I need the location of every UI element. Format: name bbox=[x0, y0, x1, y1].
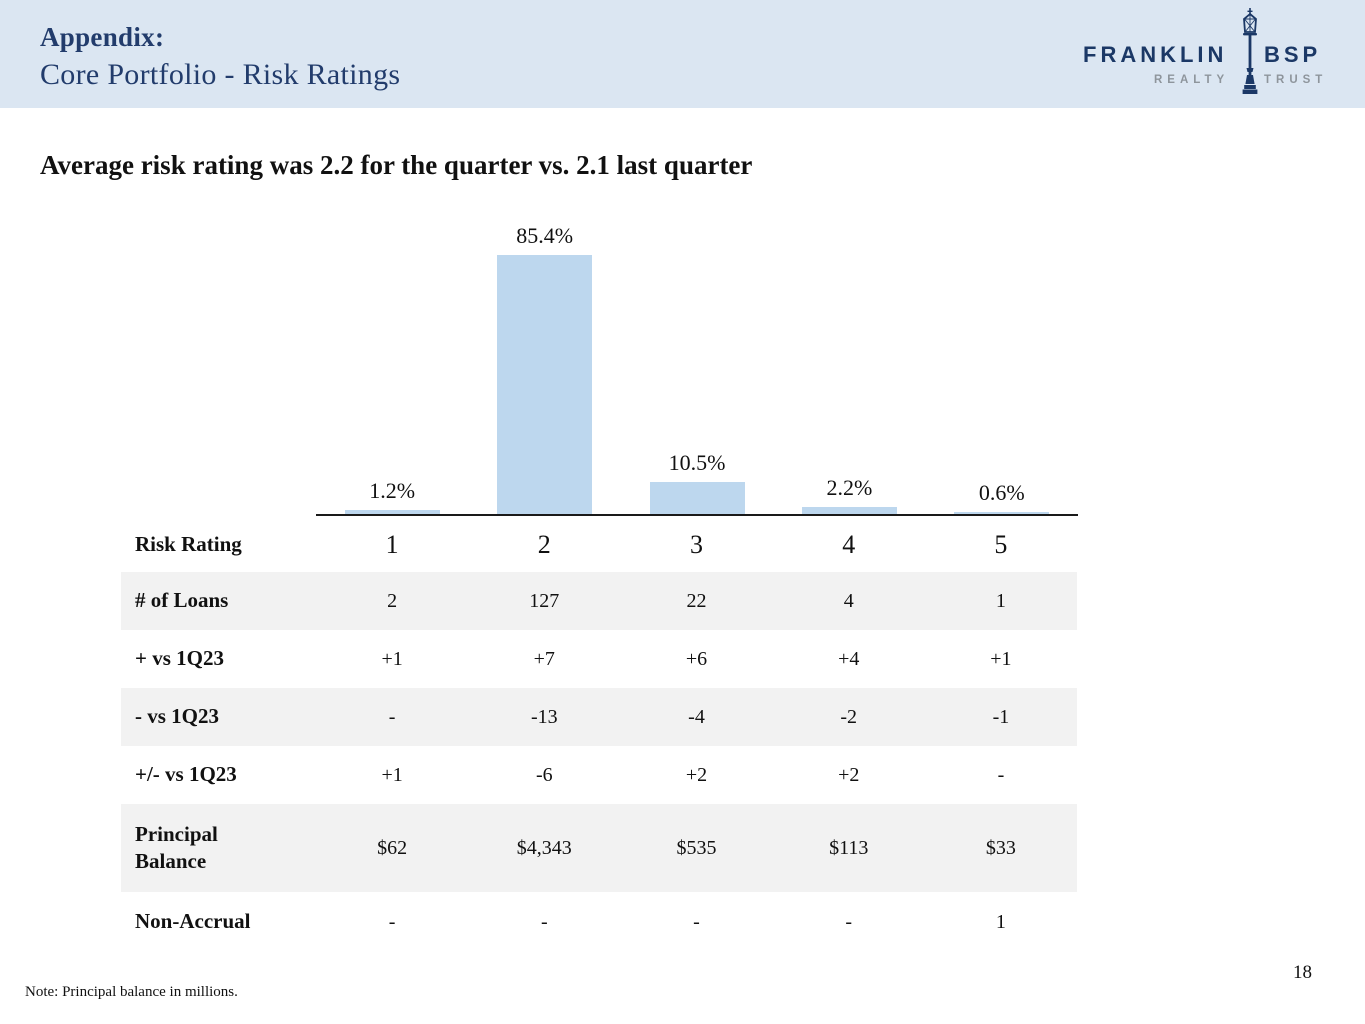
chart-column-risk-1: 1.2% bbox=[316, 220, 468, 514]
header-band: Appendix: Core Portfolio - Risk Ratings … bbox=[0, 0, 1365, 108]
table-cell: 2 bbox=[387, 589, 398, 612]
row-label: - vs 1Q23 bbox=[135, 704, 219, 729]
table-cell: - bbox=[540, 910, 548, 933]
table-cell: 1 bbox=[385, 530, 399, 559]
table-cell: -1 bbox=[992, 705, 1010, 728]
table-cell: 1 bbox=[995, 910, 1006, 933]
table-cell: 3 bbox=[690, 530, 703, 559]
bar-risk-3 bbox=[649, 482, 745, 514]
table-cell: - bbox=[388, 705, 396, 728]
table-cell: 127 bbox=[529, 589, 560, 612]
table-cell: +1 bbox=[990, 647, 1012, 670]
logo-franklin-text: FRANKLIN bbox=[1083, 42, 1228, 67]
row-label: + vs 1Q23 bbox=[135, 646, 224, 671]
chart-column-risk-5: 0.6% bbox=[926, 220, 1078, 514]
table-cell: $113 bbox=[829, 836, 869, 859]
table-cell: $33 bbox=[985, 836, 1016, 859]
table-row: Non-Accrual - - - - 1 bbox=[121, 892, 1077, 952]
risk-rating-bar-chart: 1.2% 85.4% 10.5% 2.2% 0.6% bbox=[316, 220, 1078, 516]
table-row: - vs 1Q23 - -13 -4 -2 -1 bbox=[121, 688, 1077, 746]
table-cell: 22 bbox=[686, 589, 707, 612]
slide-headline: Average risk rating was 2.2 for the quar… bbox=[40, 150, 753, 180]
table-row: + vs 1Q23 +1 +7 +6 +4 +1 bbox=[121, 630, 1077, 688]
bar-risk-4 bbox=[801, 507, 897, 514]
lamppost-icon bbox=[1242, 8, 1258, 94]
logo-trust-text: TRUST bbox=[1264, 74, 1328, 86]
table-cell: 2 bbox=[537, 530, 551, 559]
logo-realty-text: REALTY bbox=[1154, 74, 1230, 86]
table-cell: -4 bbox=[688, 705, 705, 728]
table-row: Principal Balance $62 $4,343 $535 $113 $33 bbox=[121, 804, 1077, 892]
table-cell: +1 bbox=[381, 647, 403, 670]
header-title: Core Portfolio - Risk Ratings bbox=[40, 58, 401, 91]
chart-column-risk-4: 2.2% bbox=[773, 220, 925, 514]
bar-risk-1 bbox=[344, 510, 440, 514]
table-cell: - bbox=[693, 910, 700, 933]
bar-data-label: 1.2% bbox=[369, 478, 416, 503]
bar-data-label: 85.4% bbox=[516, 223, 574, 248]
row-label: # of Loans bbox=[135, 588, 229, 613]
header-kicker: Appendix: bbox=[40, 22, 165, 52]
bar-data-label: 0.6% bbox=[978, 480, 1025, 505]
bar-risk-5 bbox=[954, 512, 1050, 514]
table-row: # of Loans 2 127 22 4 1 bbox=[121, 572, 1077, 630]
table-cell: -6 bbox=[535, 763, 553, 786]
table-cell: - bbox=[388, 910, 396, 933]
table-cell: $62 bbox=[377, 836, 408, 859]
page-number: 18 bbox=[1293, 962, 1312, 983]
bar-risk-2 bbox=[497, 255, 593, 514]
table-cell: +2 bbox=[685, 763, 708, 786]
company-logo: FRANKLIN BSP REALTY TRUST bbox=[1083, 8, 1341, 100]
table-cell: 4 bbox=[842, 530, 856, 559]
row-label: Risk Rating bbox=[135, 532, 242, 557]
table-cell: 1 bbox=[995, 589, 1006, 612]
table-row: +/- vs 1Q23 +1 -6 +2 +2 - bbox=[121, 746, 1077, 804]
row-label: +/- vs 1Q23 bbox=[135, 762, 237, 787]
table-cell: -2 bbox=[840, 705, 858, 728]
table-cell: +4 bbox=[838, 647, 860, 670]
table-cell: - bbox=[997, 763, 1005, 786]
table-cell: $4,343 bbox=[516, 836, 572, 859]
bar-data-label: 10.5% bbox=[668, 450, 726, 475]
table-cell: - bbox=[845, 910, 853, 933]
table-cell: 4 bbox=[843, 589, 854, 612]
table-cell: +2 bbox=[838, 763, 860, 786]
chart-column-risk-2: 85.4% bbox=[468, 220, 620, 514]
table-row: Risk Rating 1 2 3 4 5 bbox=[121, 518, 1077, 572]
table-cell: +1 bbox=[381, 763, 403, 786]
table-cell: -13 bbox=[530, 705, 558, 728]
row-label: Non-Accrual bbox=[135, 909, 251, 934]
bar-data-label: 2.2% bbox=[826, 475, 873, 500]
table-cell: +7 bbox=[533, 647, 555, 670]
logo-bsp-text: BSP bbox=[1264, 42, 1322, 67]
row-label: Principal Balance bbox=[135, 821, 218, 873]
table-cell: +6 bbox=[685, 647, 708, 670]
chart-column-risk-3: 10.5% bbox=[621, 220, 773, 514]
footnote: Note: Principal balance in millions. bbox=[25, 984, 238, 1000]
table-cell: 5 bbox=[994, 530, 1008, 559]
risk-rating-table: Risk Rating 1 2 3 4 5 # of Loans 2 127 22 4 1 + vs 1… bbox=[121, 518, 1077, 952]
table-cell: $535 bbox=[676, 836, 717, 859]
